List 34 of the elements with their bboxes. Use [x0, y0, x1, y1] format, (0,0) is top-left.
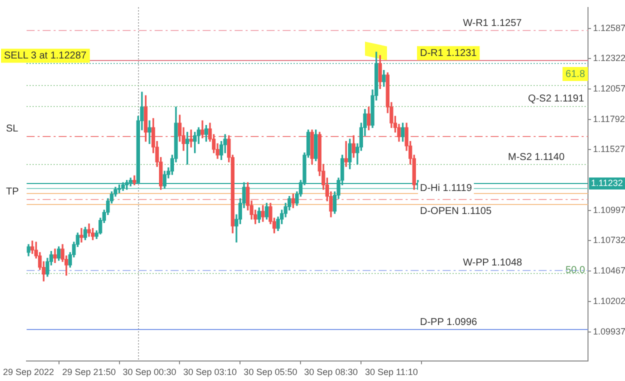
- y-tick-label: 1.09937: [593, 326, 625, 336]
- candlestick: [344, 141, 348, 167]
- ref-line-label: SL: [6, 123, 19, 134]
- y-tick-label: 1.10467: [593, 266, 625, 276]
- ref-line-label: M-S2 1.1140: [508, 152, 565, 164]
- annotation: 50.0: [566, 264, 586, 276]
- x-tick-label: 29 Sep 2022: [3, 367, 54, 378]
- x-tick-label: 30 Sep 03:10: [183, 367, 237, 378]
- y-tick-label: 1.10732: [593, 235, 625, 246]
- y-tick-label: 1.11792: [593, 114, 625, 124]
- y-tick-label: 1.12587: [593, 22, 625, 33]
- ref-line-label: D-PP 1.0996: [420, 316, 478, 328]
- y-tick-label: 1.12057: [593, 84, 625, 94]
- y-tick-label: 1.11527: [593, 144, 625, 154]
- x-tick-label: 30 Sep 08:30: [304, 367, 358, 378]
- x-tick-label: 29 Sep 21:50: [62, 367, 116, 378]
- ref-line-label: W-PP 1.1048: [463, 257, 523, 268]
- x-tick-label: 30 Sep 11:10: [364, 367, 418, 378]
- ref-line-label: TP: [6, 186, 20, 198]
- x-tick-label: 30 Sep 00:30: [122, 367, 176, 378]
- ref-line-label: D-R1 1.1231: [420, 48, 478, 59]
- y-tick-label: 1.12322: [593, 53, 625, 64]
- ref-line-label: W-R1 1.1257: [463, 18, 522, 30]
- y-tick-label: 1.10202: [593, 296, 625, 306]
- candlestick: [148, 120, 152, 144]
- ref-line-label: 1.11232: [591, 178, 623, 188]
- x-tick-label: 30 Sep 05:50: [244, 367, 298, 378]
- y-tick-label: 1.10997: [593, 204, 625, 215]
- ref-line-label: D-OPEN 1.1105: [420, 206, 492, 218]
- ref-line-label: D-Hi 1.1119: [420, 183, 472, 194]
- annotation: 61.8: [566, 68, 586, 80]
- ref-line-label: SELL 3 at 1.12287: [4, 50, 87, 62]
- ref-line-label: Q-S2 1.1191: [528, 94, 584, 105]
- candlestick: [80, 228, 84, 242]
